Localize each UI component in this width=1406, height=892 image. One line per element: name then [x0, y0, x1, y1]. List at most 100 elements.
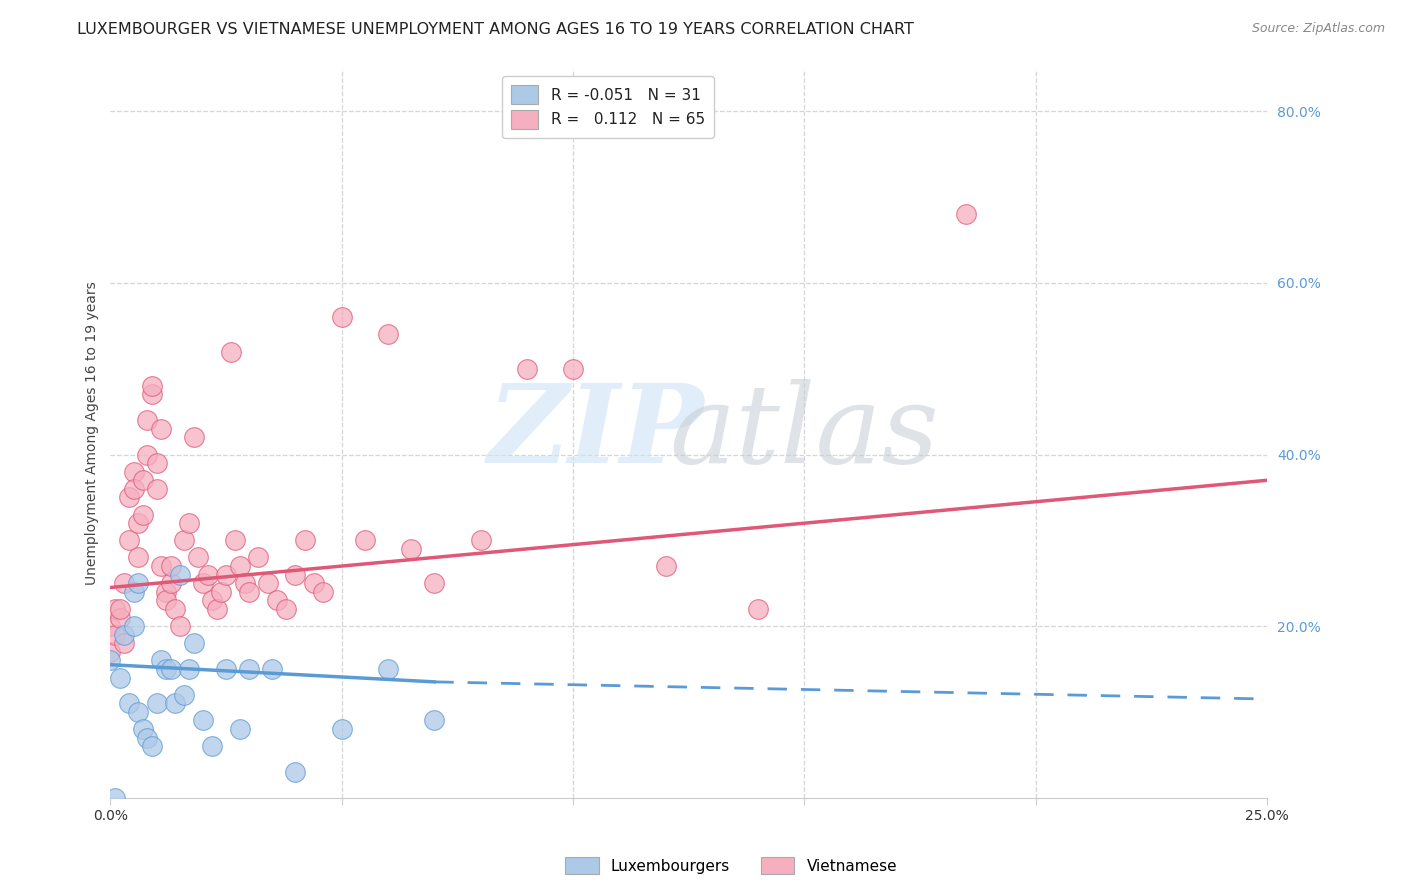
- Point: [104, 628, 127, 642]
- Point: [159, 559, 181, 574]
- Point: [118, 533, 141, 548]
- Point: [108, 602, 131, 616]
- Legend: Luxembourgers, Vietnamese: Luxembourgers, Vietnamese: [560, 851, 903, 880]
- Point: [150, 422, 173, 436]
- Point: [294, 533, 316, 548]
- Point: [211, 584, 233, 599]
- Point: [155, 662, 177, 676]
- Point: [165, 696, 187, 710]
- Point: [177, 516, 200, 531]
- Point: [127, 705, 149, 719]
- Point: [145, 696, 167, 710]
- Point: [155, 593, 177, 607]
- Point: [233, 576, 256, 591]
- Point: [173, 533, 195, 548]
- Point: [262, 662, 284, 676]
- Text: atlas: atlas: [669, 379, 939, 487]
- Point: [155, 584, 177, 599]
- Legend: R = -0.051   N = 31, R =   0.112   N = 65: R = -0.051 N = 31, R = 0.112 N = 65: [502, 76, 714, 138]
- Point: [302, 576, 325, 591]
- Point: [132, 508, 155, 522]
- Point: [132, 722, 155, 736]
- Point: [108, 610, 131, 624]
- Point: [127, 576, 149, 591]
- Point: [122, 465, 145, 479]
- Point: [112, 628, 135, 642]
- Point: [145, 482, 167, 496]
- Point: [118, 696, 141, 710]
- Point: [127, 516, 149, 531]
- Text: ZIP: ZIP: [488, 379, 704, 487]
- Point: [104, 790, 127, 805]
- Point: [122, 482, 145, 496]
- Point: [159, 662, 181, 676]
- Point: [377, 662, 399, 676]
- Point: [141, 379, 163, 393]
- Point: [229, 559, 252, 574]
- Point: [330, 310, 353, 325]
- Point: [100, 619, 122, 633]
- Y-axis label: Unemployment Among Ages 16 to 19 years: Unemployment Among Ages 16 to 19 years: [86, 281, 100, 585]
- Point: [122, 619, 145, 633]
- Point: [169, 567, 191, 582]
- Point: [354, 533, 377, 548]
- Text: Source: ZipAtlas.com: Source: ZipAtlas.com: [1251, 22, 1385, 36]
- Point: [470, 533, 492, 548]
- Point: [141, 387, 163, 401]
- Point: [423, 714, 446, 728]
- Point: [284, 567, 307, 582]
- Point: [229, 722, 252, 736]
- Point: [141, 739, 163, 754]
- Point: [177, 662, 200, 676]
- Point: [256, 576, 278, 591]
- Point: [136, 731, 159, 745]
- Point: [118, 491, 141, 505]
- Point: [159, 576, 181, 591]
- Point: [238, 662, 260, 676]
- Point: [132, 473, 155, 487]
- Point: [136, 448, 159, 462]
- Point: [191, 714, 214, 728]
- Point: [197, 567, 219, 582]
- Point: [284, 764, 307, 779]
- Point: [201, 593, 224, 607]
- Point: [136, 413, 159, 427]
- Point: [562, 361, 585, 376]
- Point: [215, 662, 238, 676]
- Point: [127, 550, 149, 565]
- Point: [747, 602, 769, 616]
- Point: [238, 584, 260, 599]
- Point: [169, 619, 191, 633]
- Point: [173, 688, 195, 702]
- Point: [312, 584, 335, 599]
- Point: [100, 645, 122, 659]
- Point: [654, 559, 676, 574]
- Point: [191, 576, 214, 591]
- Point: [330, 722, 353, 736]
- Point: [224, 533, 246, 548]
- Point: [165, 602, 187, 616]
- Point: [266, 593, 288, 607]
- Point: [150, 653, 173, 667]
- Point: [201, 739, 224, 754]
- Text: LUXEMBOURGER VS VIETNAMESE UNEMPLOYMENT AMONG AGES 16 TO 19 YEARS CORRELATION CH: LUXEMBOURGER VS VIETNAMESE UNEMPLOYMENT …: [77, 22, 914, 37]
- Point: [150, 559, 173, 574]
- Point: [423, 576, 446, 591]
- Point: [122, 584, 145, 599]
- Point: [108, 671, 131, 685]
- Point: [399, 541, 422, 556]
- Point: [205, 602, 228, 616]
- Point: [219, 344, 242, 359]
- Point: [247, 550, 270, 565]
- Point: [104, 602, 127, 616]
- Point: [112, 576, 135, 591]
- Point: [183, 636, 205, 650]
- Point: [100, 653, 122, 667]
- Point: [516, 361, 538, 376]
- Point: [276, 602, 298, 616]
- Point: [215, 567, 238, 582]
- Point: [112, 636, 135, 650]
- Point: [955, 207, 977, 221]
- Point: [145, 456, 167, 470]
- Point: [377, 327, 399, 342]
